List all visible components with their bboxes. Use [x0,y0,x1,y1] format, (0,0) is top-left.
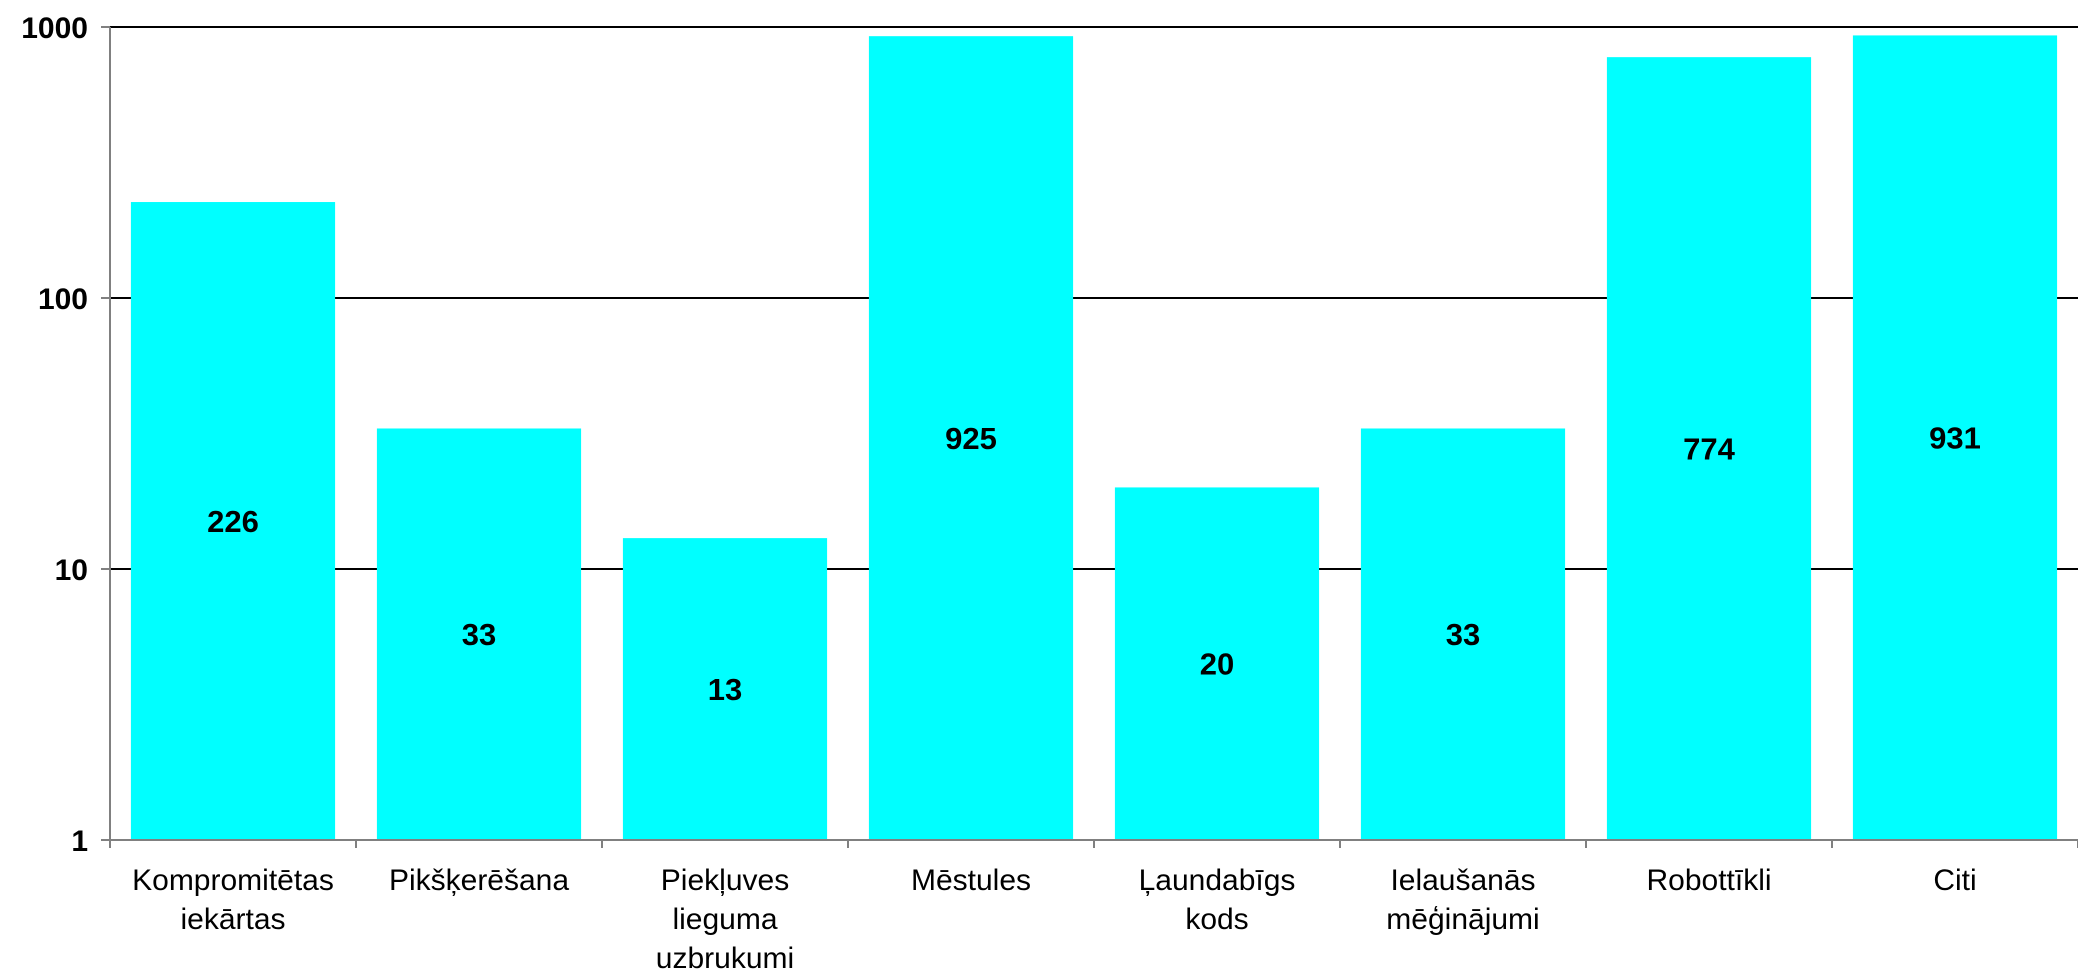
data-label: 33 [1446,617,1480,652]
category-label: Pikšķerēšana [389,864,569,897]
data-label: 925 [945,421,997,456]
axes [101,26,2078,848]
bar-1 [376,428,582,840]
bar-6 [1606,57,1812,841]
category-label-line: Piekļuves [661,864,789,897]
category-label-line: Ielaušanās [1390,864,1535,897]
data-label: 774 [1683,432,1735,467]
category-label: Robottīkli [1646,864,1771,897]
category-label-line: Pikšķerēšana [389,864,569,897]
category-label-line: lieguma [672,903,777,936]
y-tick-label: 10 [55,554,88,587]
bars [130,35,2058,841]
bar-4 [1114,487,1320,840]
category-label: Ielaušanās mēģinājumi [1386,864,1539,936]
data-label: 20 [1200,647,1234,682]
data-label: 226 [207,504,259,539]
category-label-line: kods [1185,903,1248,936]
data-label: 33 [462,617,496,652]
category-label-line: Kompromitētas [132,864,334,897]
y-tick-label: 100 [38,283,88,316]
data-label: 931 [1929,421,1981,456]
category-label-line: uzbrukumi [656,942,794,975]
category-label: Mēstules [911,864,1031,897]
category-label: Piekļuves lieguma uzbrukumi [656,864,794,975]
bar-7 [1852,35,2058,841]
bar-2 [622,538,828,840]
data-label: 13 [708,672,742,707]
bar-3 [868,36,1074,840]
category-label-line: Mēstules [911,864,1031,897]
y-tick-label: 1000 [21,12,88,45]
category-label: Ļaundabīgs kods [1139,864,1296,936]
category-label: Kompromitētas iekārtas [132,864,334,936]
y-tick-label: 1 [71,825,88,858]
category-label-line: Ļaundabīgs [1139,864,1296,897]
bar-5 [1360,428,1566,840]
category-label-line: mēģinājumi [1386,903,1539,936]
category-label-line: Citi [1933,864,1976,897]
bar-0 [130,202,336,840]
category-label-line: iekārtas [180,903,285,936]
category-label: Citi [1933,864,1976,897]
category-label-line: Robottīkli [1646,864,1771,897]
labels: 1 10 100 1000 226 Kompromitētas iekārtas 33 Pikš… [21,12,1981,975]
